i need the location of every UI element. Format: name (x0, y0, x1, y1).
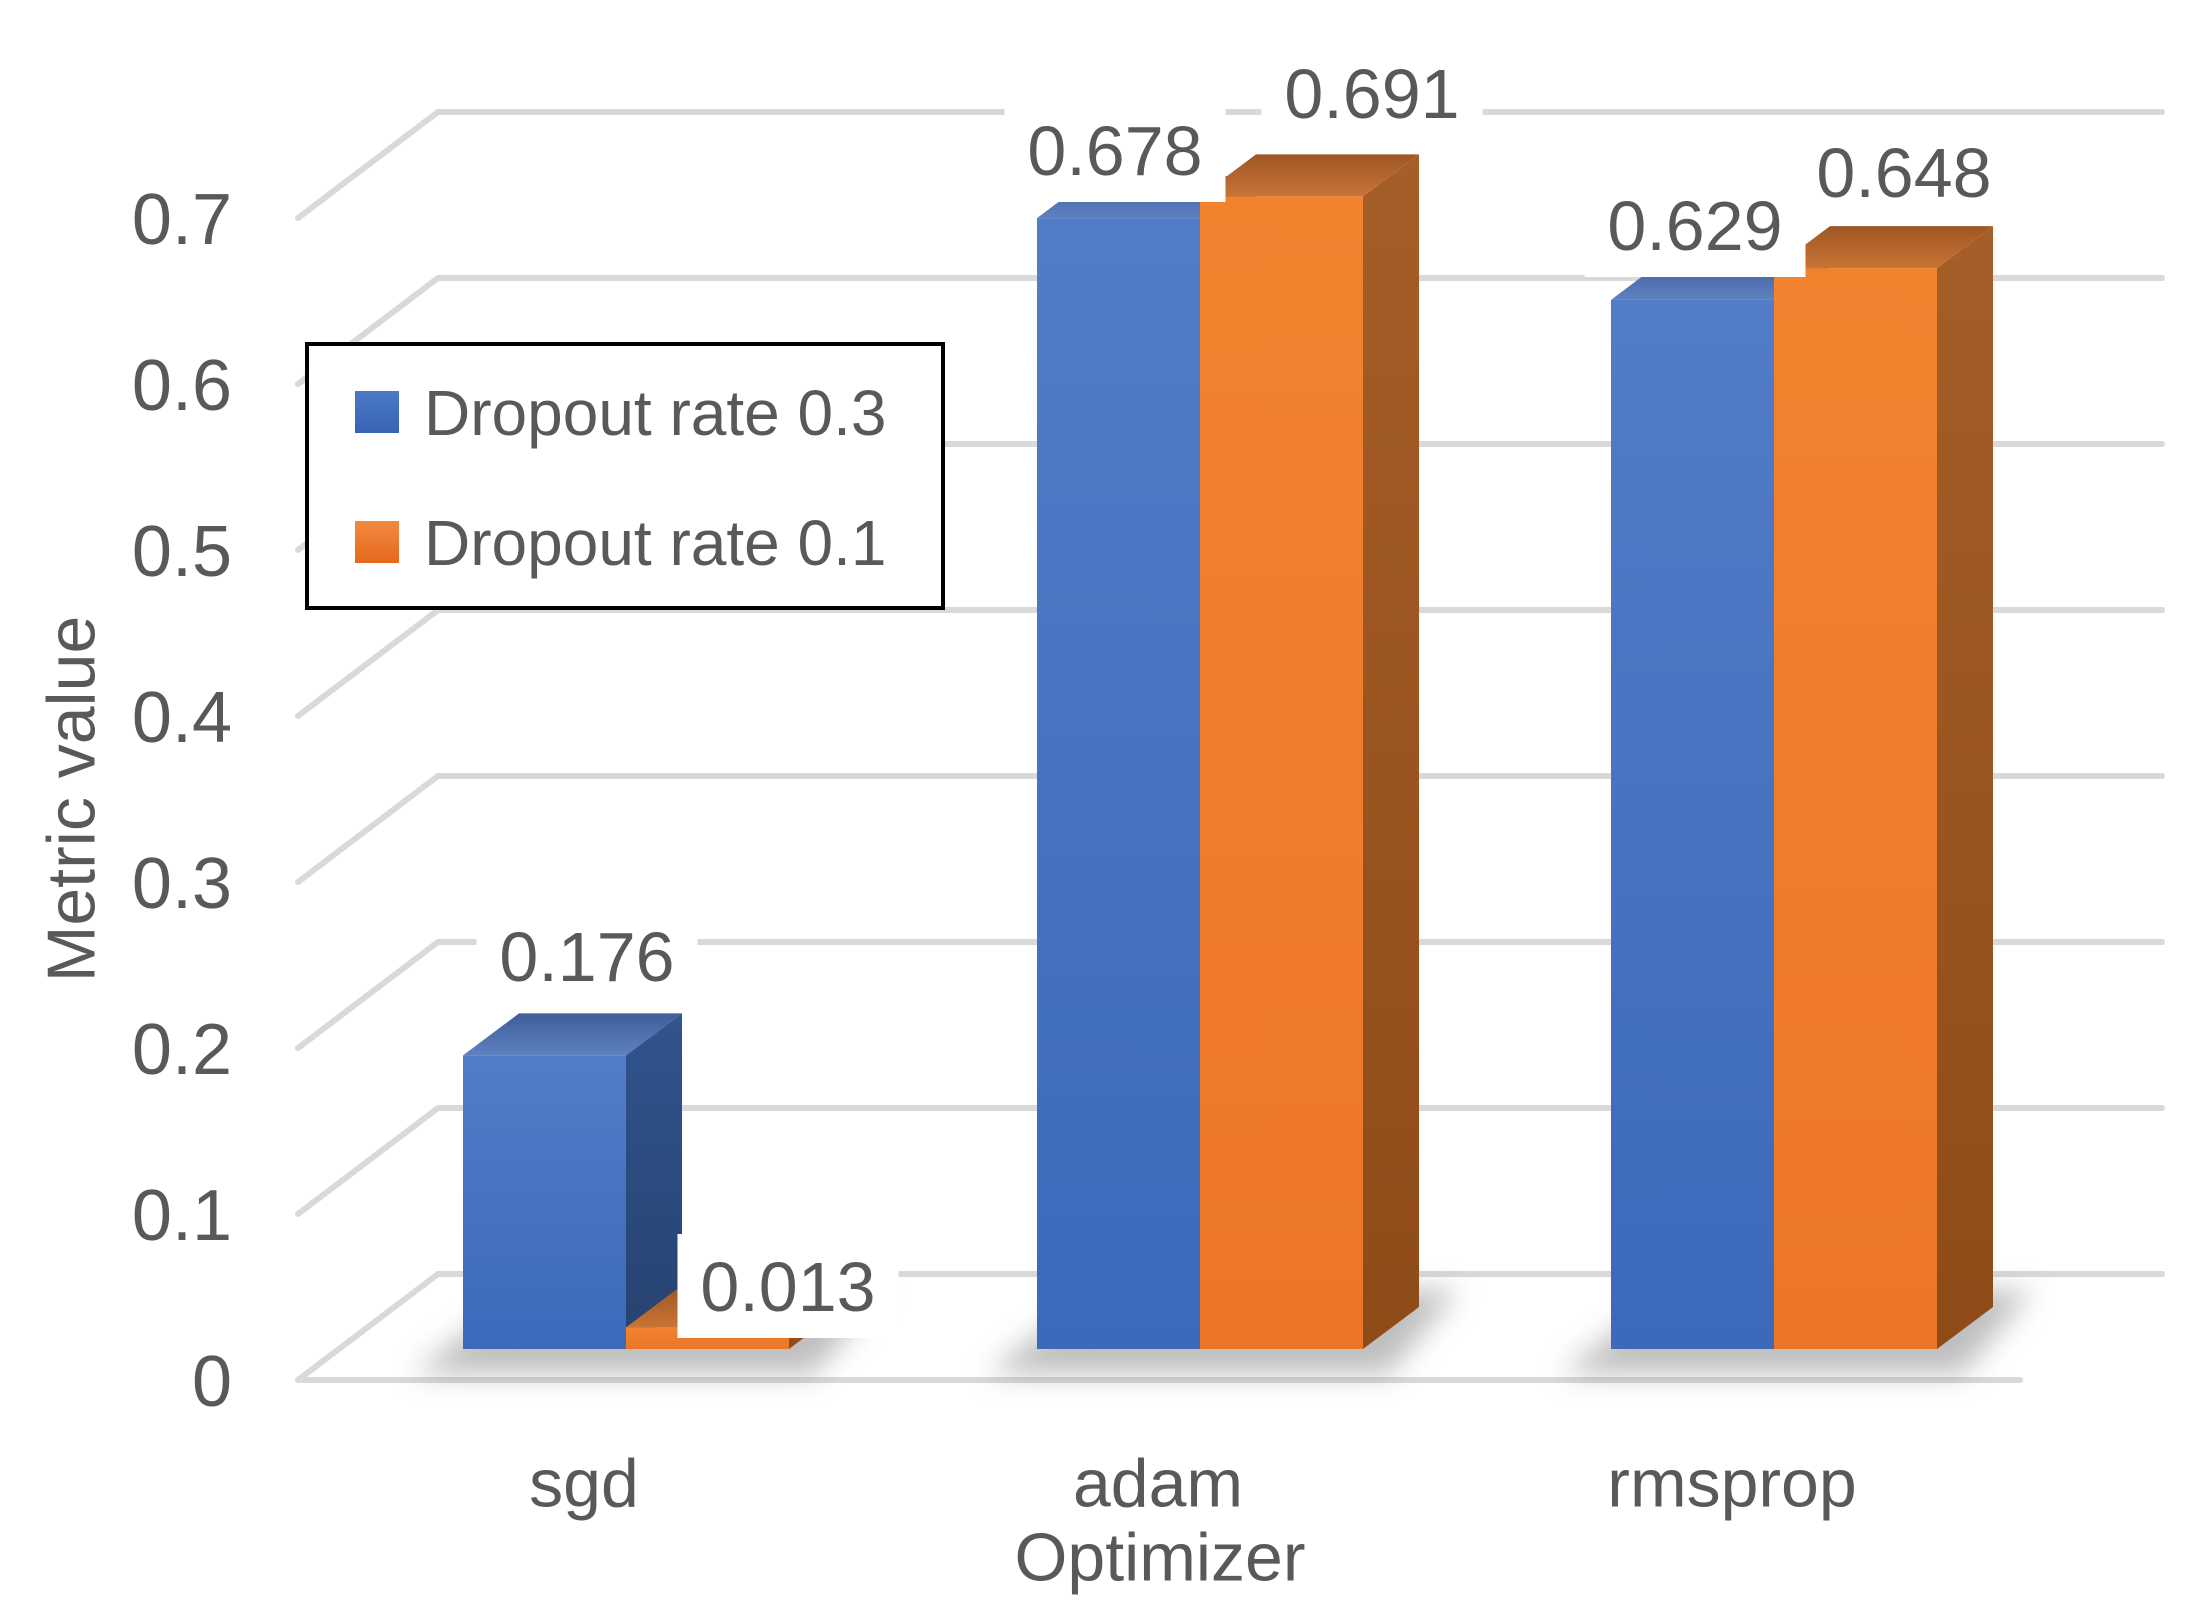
data-label-sgd-series2: 0.013 (700, 1248, 875, 1326)
x-axis: sgd adam rmsprop Optimizer (529, 1445, 1857, 1595)
legend-label-series2: Dropout rate 0.1 (424, 507, 887, 579)
y-tick-label-0.4: 0.4 (132, 678, 232, 758)
bars (463, 154, 1993, 1350)
y-axis-title: Metric value (33, 616, 109, 983)
bar-adam-series1-front-face (1037, 218, 1200, 1350)
y-axis: 0 0.1 0.2 0.3 0.4 0.5 0.6 0.7 Metric value (33, 180, 232, 1422)
gridline-depth-0.1 (295, 1105, 441, 1217)
gridline-depth-0.4 (295, 607, 441, 719)
data-label-bg-rmsprop-series1 (1584, 173, 1806, 277)
legend: Dropout rate 0.3 Dropout rate 0.1 (305, 342, 945, 610)
x-tick-label-adam: adam (1073, 1445, 1243, 1521)
data-label-bg-sgd-series2 (677, 1234, 899, 1338)
gridline-depth-0 (295, 1271, 441, 1383)
x-axis-title: Optimizer (1015, 1519, 1306, 1595)
bar-adam-series2-front-face (1200, 196, 1363, 1350)
data-label-bg-adam-series2 (1261, 41, 1483, 145)
y-tick-label-0.1: 0.1 (132, 1176, 232, 1256)
bar-adam-series2-side-face (1363, 154, 1419, 1350)
x-tick-label-rmsprop: rmsprop (1607, 1445, 1856, 1521)
data-label-rmsprop-series1: 0.629 (1607, 187, 1782, 265)
data-label-adam-series2: 0.691 (1284, 55, 1459, 133)
bar-rmsprop-series1-front-face (1611, 299, 1774, 1349)
y-tick-label-0.7: 0.7 (132, 180, 232, 260)
data-labels: 0.176 0.678 0.629 0.013 0.691 0.648 (476, 41, 2015, 1338)
bar-sgd-series1-top-face (463, 1013, 682, 1056)
gridline-depth-0.7 (295, 109, 441, 221)
y-tick-label-0.2: 0.2 (132, 1010, 232, 1090)
bar-rmsprop-series2-top-face (1774, 226, 1993, 269)
data-label-bg-sgd-series1 (476, 904, 698, 1008)
legend-swatch-series1 (355, 391, 399, 433)
bar-adam-series2-top-face (1200, 154, 1419, 197)
y-tick-label-0.6: 0.6 (132, 346, 232, 426)
legend-label-series1: Dropout rate 0.3 (424, 377, 887, 449)
data-label-bg-adam-series1 (1004, 98, 1226, 202)
bar-sgd-series1-front-face (463, 1055, 626, 1349)
bar-rmsprop-series2-front-face (1774, 268, 1937, 1349)
y-tick-label-0.3: 0.3 (132, 844, 232, 924)
gridline-depth-0.3 (295, 773, 441, 885)
y-tick-label-0.5: 0.5 (132, 512, 232, 592)
data-label-bg-rmsprop-series2 (1793, 120, 2015, 224)
legend-swatch-series2 (355, 521, 399, 563)
legend-box (305, 342, 945, 610)
bar-sgd-series1-side-face (626, 1013, 682, 1349)
gridline-depth-0.2 (295, 939, 441, 1051)
bar-rmsprop-series2-side-face (1937, 226, 1993, 1350)
data-label-sgd-series1: 0.176 (499, 918, 674, 996)
x-tick-label-sgd: sgd (529, 1445, 639, 1521)
data-label-rmsprop-series2: 0.648 (1816, 134, 1991, 212)
y-tick-label-0: 0 (192, 1342, 232, 1422)
data-label-adam-series1: 0.678 (1027, 112, 1202, 190)
